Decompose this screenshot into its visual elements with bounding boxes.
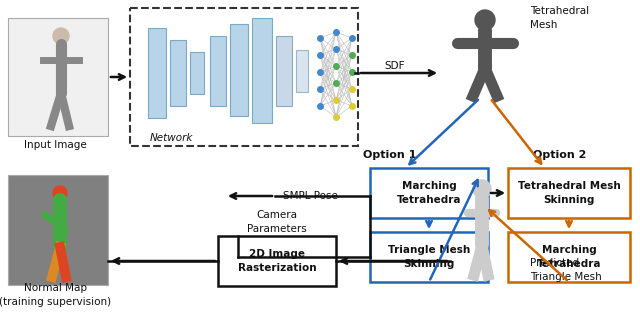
Bar [8,18,108,136]
Text: Network: Network [150,133,193,143]
Bar [276,36,292,106]
Bar [370,168,488,218]
Text: SMPL Pose: SMPL Pose [283,191,337,201]
Text: Marching
Tetrahedra: Marching Tetrahedra [397,181,461,204]
Circle shape [53,28,69,44]
Circle shape [473,180,491,198]
Text: Predicted
Triangle Mesh: Predicted Triangle Mesh [530,258,602,281]
Text: Triangle Mesh
Skinning: Triangle Mesh Skinning [388,245,470,268]
Text: Camera
Parameters: Camera Parameters [247,210,307,234]
Bar [508,232,630,282]
Circle shape [53,186,67,200]
Text: Marching
Tetrahedra: Marching Tetrahedra [537,245,601,268]
Bar [210,36,226,106]
Bar [148,28,166,118]
Bar [230,24,248,116]
Bar [130,8,358,146]
Text: SDF: SDF [385,61,405,71]
Text: Tetrahedral Mesh
Skinning: Tetrahedral Mesh Skinning [518,181,620,204]
Text: Option 2: Option 2 [533,150,587,160]
Text: Input Image: Input Image [24,140,86,150]
Text: Tetrahedral
Mesh: Tetrahedral Mesh [530,6,589,29]
Bar [252,18,272,123]
Text: Option 1: Option 1 [364,150,417,160]
Bar [170,40,186,106]
Circle shape [475,10,495,30]
Bar [8,175,108,285]
Text: Normal Map
(training supervision): Normal Map (training supervision) [0,283,111,307]
Bar [190,52,204,94]
Bar [296,50,308,92]
Bar [218,236,336,286]
Bar [508,168,630,218]
Bar [370,232,488,282]
Text: 2D Image
Rasterization: 2D Image Rasterization [237,249,316,273]
